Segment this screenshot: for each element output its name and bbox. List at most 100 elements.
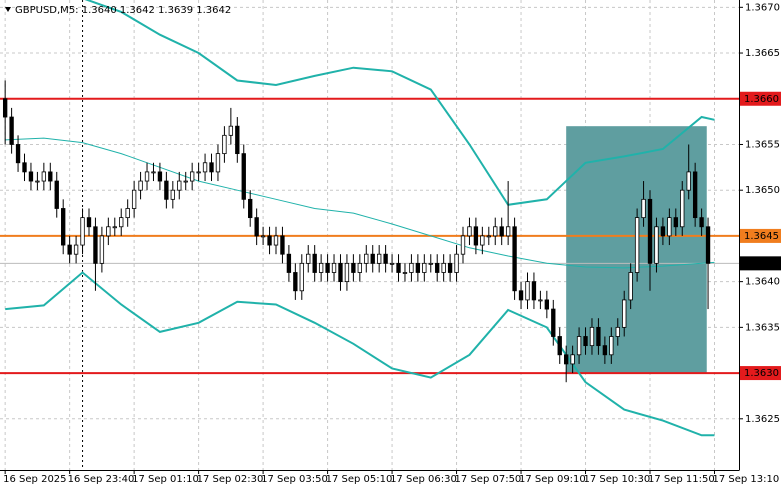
candle-body — [286, 253, 292, 273]
candle-body — [525, 281, 530, 301]
candle-body — [48, 171, 53, 182]
candle-body — [512, 226, 517, 292]
x-tick-label: 17 Sep 01:10 — [132, 474, 199, 485]
candle-body — [376, 253, 382, 264]
candle-body — [473, 226, 479, 246]
x-tick-label: 17 Sep 07:50 — [455, 474, 522, 485]
candle-body — [112, 226, 117, 229]
candle-body — [570, 354, 575, 365]
x-tick-label: 16 Sep 23:40 — [68, 474, 135, 485]
y-tick-label: 1.3655 — [745, 139, 780, 150]
candle-body — [705, 226, 711, 264]
candle-body — [538, 299, 543, 302]
candle-body — [228, 125, 234, 136]
x-tick-label: 17 Sep 06:30 — [390, 474, 457, 485]
candle-body — [422, 262, 427, 273]
candle-body — [61, 208, 66, 246]
level-label-bg — [740, 366, 781, 381]
x-tick-label: 17 Sep 13:10 — [712, 474, 779, 485]
candle-body — [628, 272, 633, 301]
candle-body — [125, 208, 130, 219]
candle-body — [389, 262, 395, 265]
menu-icon[interactable] — [5, 7, 11, 12]
candle-body — [505, 226, 511, 237]
candle-body — [370, 253, 375, 264]
candle-body — [164, 180, 169, 200]
candle-body — [260, 235, 266, 238]
candle-body — [615, 326, 620, 337]
candle-body — [364, 253, 369, 264]
candle-body — [215, 153, 221, 173]
candle-body — [222, 134, 227, 155]
level-label-bg — [740, 91, 781, 106]
candle-body — [170, 189, 175, 200]
candle-body — [596, 326, 601, 347]
candle-body — [383, 253, 388, 264]
chart-title: GBPUSD,M5: 1.3640 1.3642 1.3639 1.3642 — [15, 5, 231, 16]
x-tick-label: 17 Sep 03:50 — [261, 474, 328, 485]
candle-body — [299, 262, 304, 292]
level-label: 1.3642 — [744, 258, 779, 269]
candle-body — [531, 281, 537, 301]
plot-area — [0, 0, 739, 470]
x-tick-label: 17 Sep 02:30 — [197, 474, 264, 485]
candle-body — [151, 171, 156, 174]
candle-body — [196, 171, 201, 174]
candle-body — [2, 98, 8, 118]
candle-body — [73, 244, 79, 255]
candle-body — [202, 162, 208, 173]
candle-body — [312, 253, 317, 273]
candle-body — [9, 116, 14, 145]
candle-body — [641, 198, 646, 219]
candle-body — [647, 198, 653, 264]
candle-body — [667, 217, 672, 237]
candle-body — [634, 217, 640, 273]
candle-body — [325, 262, 330, 273]
band-upper — [84, 0, 715, 206]
candle-body — [41, 171, 47, 182]
y-tick-label: 1.3665 — [745, 48, 780, 59]
candle-body — [454, 253, 459, 273]
candle-body — [351, 262, 356, 273]
candle-body — [189, 171, 195, 182]
candle-body — [680, 189, 685, 228]
y-tick-label: 1.3640 — [745, 277, 780, 288]
band-lower — [5, 271, 715, 437]
candle-body — [235, 125, 240, 155]
candle-body — [660, 226, 666, 237]
candle-body — [35, 180, 40, 183]
candle-body — [331, 262, 337, 273]
candle-body — [589, 326, 595, 347]
candle-body — [267, 235, 272, 246]
candle-body — [22, 162, 27, 173]
y-tick-label: 1.3625 — [745, 414, 780, 425]
level-label-bg — [740, 228, 781, 243]
candle-body — [544, 299, 550, 310]
candle-body — [106, 226, 111, 237]
y-tick-label: 1.3670 — [745, 2, 780, 13]
x-tick-label: 17 Sep 09:10 — [519, 474, 586, 485]
candle-body — [28, 171, 34, 182]
candle-body — [99, 235, 105, 264]
candle-body — [486, 235, 491, 238]
candle-body — [306, 253, 311, 264]
candle-body — [248, 198, 253, 219]
candle-body — [428, 262, 433, 265]
candle-body — [622, 299, 627, 328]
candle-body — [460, 235, 466, 255]
y-tick-label: 1.3635 — [745, 322, 780, 333]
candle-body — [241, 153, 246, 200]
candle-body — [467, 226, 472, 237]
candle-body — [138, 180, 143, 191]
candle-body — [602, 345, 608, 356]
candle-body — [183, 180, 188, 183]
candle-body — [396, 262, 401, 273]
candle-body — [131, 189, 137, 209]
candle-body — [273, 235, 279, 246]
candle-body — [673, 217, 678, 228]
candle-body — [280, 235, 285, 255]
candle-body — [344, 262, 350, 283]
candle-body — [80, 217, 85, 246]
candle-body — [576, 336, 582, 356]
